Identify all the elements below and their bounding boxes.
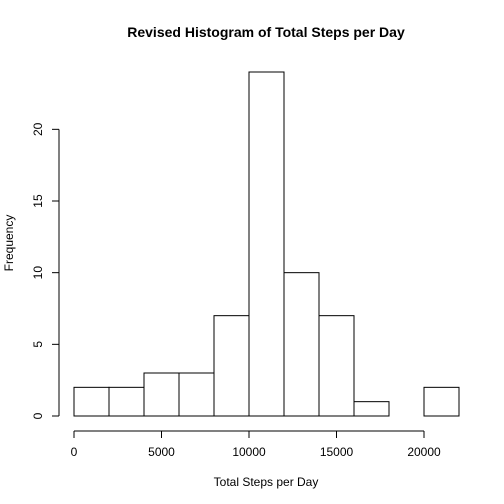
histogram-bar [213,315,250,417]
x-tick-label: 15000 [320,445,354,459]
y-axis-label: Frequency [2,215,16,272]
histogram-bar [283,272,320,417]
x-tick-label: 5000 [148,445,175,459]
histogram-bar [108,386,145,417]
histogram-bar [353,401,390,417]
y-tick-label: 10 [31,266,45,280]
bars-layer [73,71,460,417]
y-tick-label: 5 [31,341,45,348]
y-tick-label: 15 [31,194,45,208]
x-tick-label: 0 [71,445,78,459]
x-axis: 0 5000 10000 15000 20000 [71,430,441,459]
y-tick-label: 20 [31,122,45,136]
y-tick-label: 0 [31,412,45,419]
histogram-bar [248,71,285,417]
x-tick-label: 20000 [407,445,441,459]
y-axis: 0 5 10 15 20 [31,122,60,419]
chart-title: Revised Histogram of Total Steps per Day [127,24,405,40]
histogram-bar [143,372,180,417]
x-tick-label: 10000 [232,445,266,459]
histogram-bar [178,372,215,417]
histogram-bar [423,386,460,417]
x-axis-label: Total Steps per Day [214,475,319,489]
histogram-bar [73,386,110,417]
histogram-bar [318,315,355,417]
